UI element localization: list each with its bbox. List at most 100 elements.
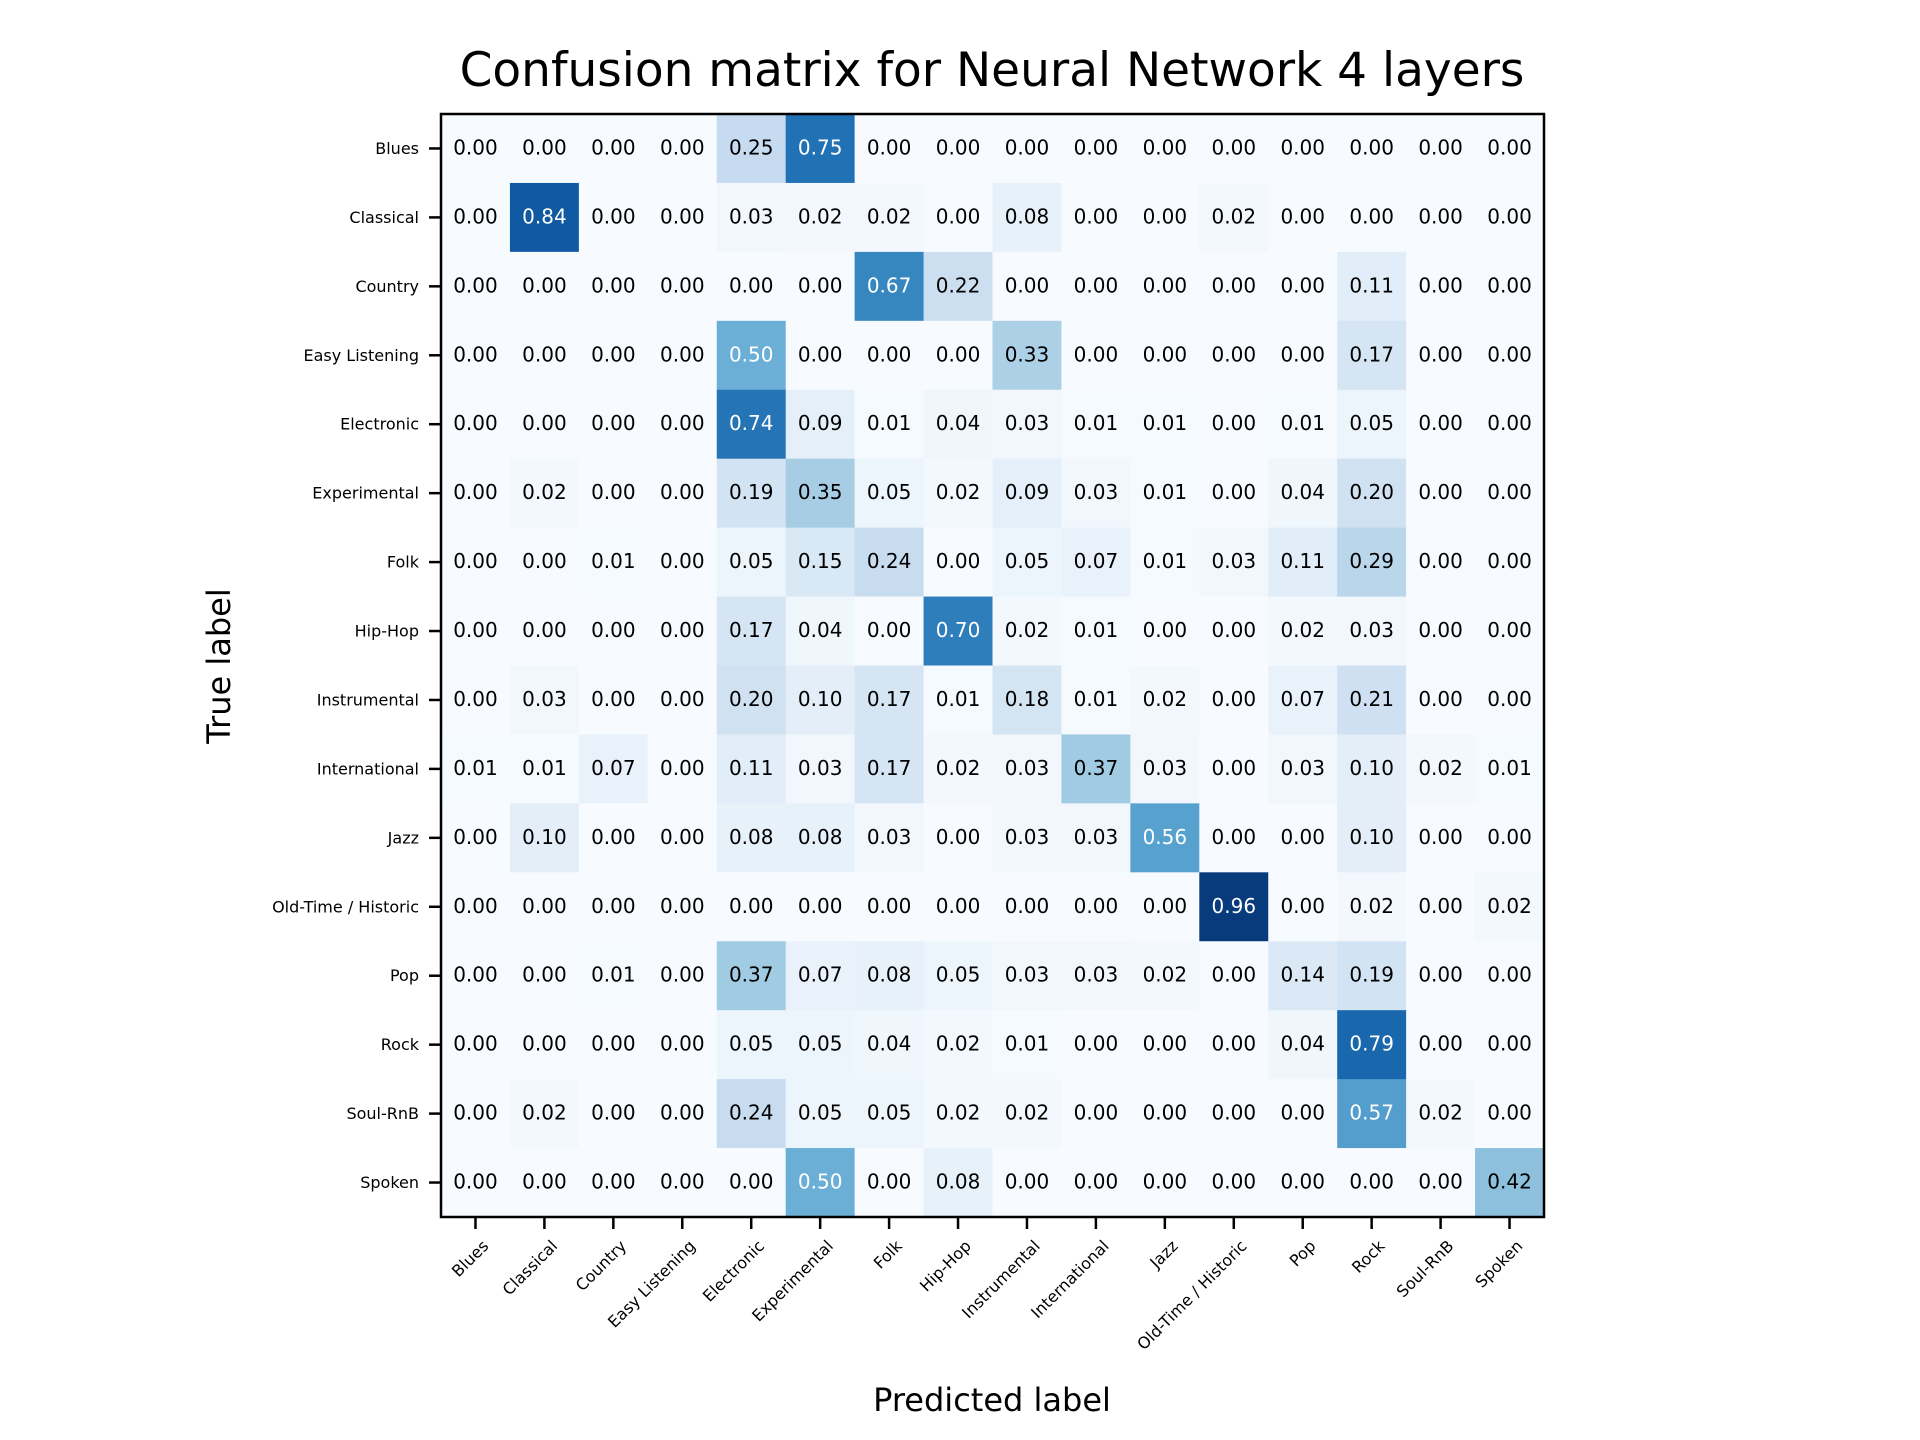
cell-value-label: 0.02 <box>1005 618 1050 642</box>
heatmap-cell <box>1061 1010 1131 1080</box>
heatmap-cell <box>1061 114 1131 184</box>
cell-value-label: 0.19 <box>729 480 774 504</box>
heatmap-cell <box>1268 389 1338 460</box>
heatmap-cell <box>1406 389 1476 460</box>
heatmap-cell <box>923 1148 993 1218</box>
heatmap-cell <box>923 458 993 529</box>
cell-value-label: 0.04 <box>1280 1032 1325 1056</box>
heatmap-cell <box>647 389 718 460</box>
heatmap-cell <box>923 1010 993 1080</box>
cell-value-label: 0.00 <box>591 135 636 159</box>
heatmap-cell <box>992 251 1062 322</box>
cell-value-label: 0.00 <box>1418 1170 1463 1194</box>
cell-value-label: 0.03 <box>1074 825 1119 849</box>
heatmap-cell <box>1406 1148 1476 1218</box>
heatmap-cell <box>441 458 511 529</box>
cell-value-label: 0.00 <box>798 273 843 297</box>
y-tick-label: Jazz <box>387 828 419 847</box>
heatmap-cell <box>923 182 993 253</box>
heatmap-cell <box>785 872 856 942</box>
heatmap-cell <box>992 872 1062 942</box>
cell-value-label: 0.00 <box>522 618 567 642</box>
heatmap-cell <box>854 1148 925 1218</box>
heatmap-cell <box>1199 1079 1269 1149</box>
cell-value-label: 0.00 <box>453 618 498 642</box>
heatmap-cell <box>1268 665 1338 735</box>
heatmap-cell <box>1475 1148 1545 1218</box>
heatmap-cell <box>441 596 511 666</box>
cell-value-label: 0.00 <box>453 411 498 435</box>
heatmap-cell <box>923 527 993 598</box>
heatmap-cell <box>716 941 787 1011</box>
cell-value-label: 0.00 <box>1418 894 1463 918</box>
heatmap-cell <box>992 941 1062 1011</box>
heatmap-cell <box>509 320 580 391</box>
heatmap-cell <box>647 114 718 184</box>
cell-value-label: 0.05 <box>729 549 774 573</box>
cell-value-label: 0.00 <box>453 1170 498 1194</box>
heatmap-cell <box>509 596 580 666</box>
heatmap-cell <box>1199 596 1269 666</box>
heatmap-cell <box>441 803 511 873</box>
cell-value-label: 0.70 <box>936 618 981 642</box>
heatmap-cell <box>1268 872 1338 942</box>
cell-value-label: 0.02 <box>1212 204 1257 228</box>
cell-value-label: 0.37 <box>1074 756 1119 780</box>
heatmap-cell <box>578 734 649 804</box>
heatmap-cell <box>785 320 856 391</box>
heatmap-cell <box>992 1148 1062 1218</box>
cell-value-label: 0.01 <box>1143 549 1188 573</box>
cell-value-label: 0.07 <box>1280 687 1325 711</box>
heatmap-cell <box>1337 1148 1407 1218</box>
cell-value-label: 0.00 <box>1349 204 1394 228</box>
heatmap-cell <box>854 458 925 529</box>
cell-value-label: 0.00 <box>522 273 567 297</box>
cell-value-label: 0.01 <box>867 411 912 435</box>
cell-value-label: 0.11 <box>729 756 774 780</box>
heatmap-cell <box>716 803 787 873</box>
y-tick-label: Folk <box>387 553 420 572</box>
heatmap-cell <box>1268 1010 1338 1080</box>
heatmap-cell <box>578 1148 649 1218</box>
heatmap-cell <box>992 734 1062 804</box>
heatmap-cell <box>509 182 580 253</box>
cell-value-label: 0.01 <box>1143 480 1188 504</box>
heatmap-cell <box>647 527 718 598</box>
cell-value-label: 0.02 <box>936 756 981 780</box>
cell-value-label: 0.00 <box>660 825 705 849</box>
heatmap-cell <box>1406 596 1476 666</box>
cell-value-label: 0.03 <box>1005 756 1050 780</box>
cell-value-label: 0.00 <box>1487 963 1532 987</box>
cell-value-label: 0.00 <box>1280 204 1325 228</box>
heatmap-cell <box>1475 941 1545 1011</box>
cell-value-label: 0.00 <box>1074 1032 1119 1056</box>
heatmap-cell <box>716 458 787 529</box>
cell-value-label: 0.00 <box>660 135 705 159</box>
heatmap-cell <box>1130 458 1200 529</box>
heatmap-cell <box>1475 458 1545 529</box>
heatmap-cell <box>509 803 580 873</box>
heatmap-cell <box>1130 1010 1200 1080</box>
cell-value-label: 0.00 <box>1143 1032 1188 1056</box>
cell-value-label: 0.00 <box>453 963 498 987</box>
heatmap-cell <box>1061 596 1131 666</box>
cell-value-label: 0.00 <box>1418 687 1463 711</box>
cell-value-label: 0.00 <box>1074 894 1119 918</box>
heatmap-cell <box>1199 458 1269 529</box>
cell-value-label: 0.00 <box>522 411 567 435</box>
cell-value-label: 0.00 <box>798 894 843 918</box>
heatmap-cell <box>992 596 1062 666</box>
cell-value-label: 0.00 <box>1280 342 1325 366</box>
heatmap-cell <box>441 389 511 460</box>
heatmap-cell <box>441 114 511 184</box>
heatmap-cell <box>854 941 925 1011</box>
cell-value-label: 0.00 <box>660 204 705 228</box>
cell-value-label: 0.00 <box>1487 204 1532 228</box>
cell-value-label: 0.00 <box>660 1032 705 1056</box>
heatmap-cell <box>1406 114 1476 184</box>
cell-value-label: 0.08 <box>936 1170 981 1194</box>
heatmap-cell <box>785 941 856 1011</box>
heatmap-cell <box>578 251 649 322</box>
heatmap-cell <box>647 665 718 735</box>
cell-value-label: 0.00 <box>1212 1101 1257 1125</box>
